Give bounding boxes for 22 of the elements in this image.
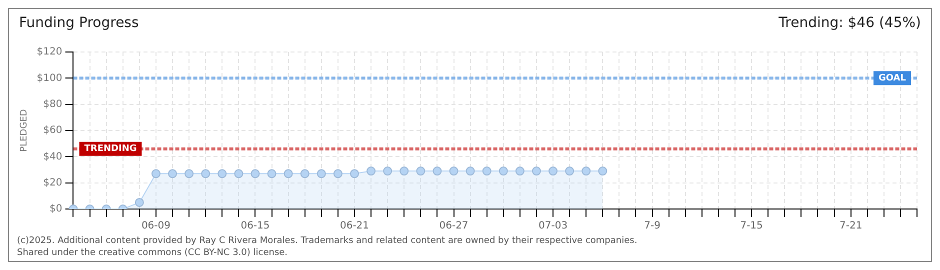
- y-tick-label: $100: [36, 72, 62, 84]
- chart-title: Funding Progress: [19, 15, 139, 31]
- x-tick-label: 06-15: [240, 220, 270, 232]
- y-tick-label: $80: [43, 98, 62, 110]
- y-tick-label: $0: [50, 204, 62, 215]
- x-tick-label: 7-15: [740, 220, 763, 232]
- x-tick-label: 07-03: [538, 220, 568, 232]
- x-tick-label: 06-21: [340, 220, 370, 232]
- x-tick-label: 7-9: [644, 220, 660, 232]
- x-tick-label: 7-21: [839, 220, 862, 232]
- x-tick-label: 06-27: [439, 220, 468, 232]
- y-axis-title: PLEDGED: [20, 109, 30, 152]
- y-tick-label: $20: [43, 177, 62, 188]
- y-tick-label: $60: [43, 125, 62, 136]
- ref-line-label: GOAL: [878, 74, 906, 84]
- y-tick-label: $120: [36, 46, 62, 58]
- ref-line-label: TRENDING: [84, 144, 137, 154]
- chart-subtitle: Trending: $46 (45%): [778, 15, 921, 31]
- text: Shared under the creative commons (CC BY-NC 3.0) license.: [17, 247, 289, 259]
- x-tick-label: 06-09: [141, 220, 170, 232]
- text: (c)2025. Additional content provided by Ray C Rivera Morales. Trademarks and related content are owned by their respective companies.: [17, 235, 638, 247]
- y-tick-label: $40: [43, 151, 62, 162]
